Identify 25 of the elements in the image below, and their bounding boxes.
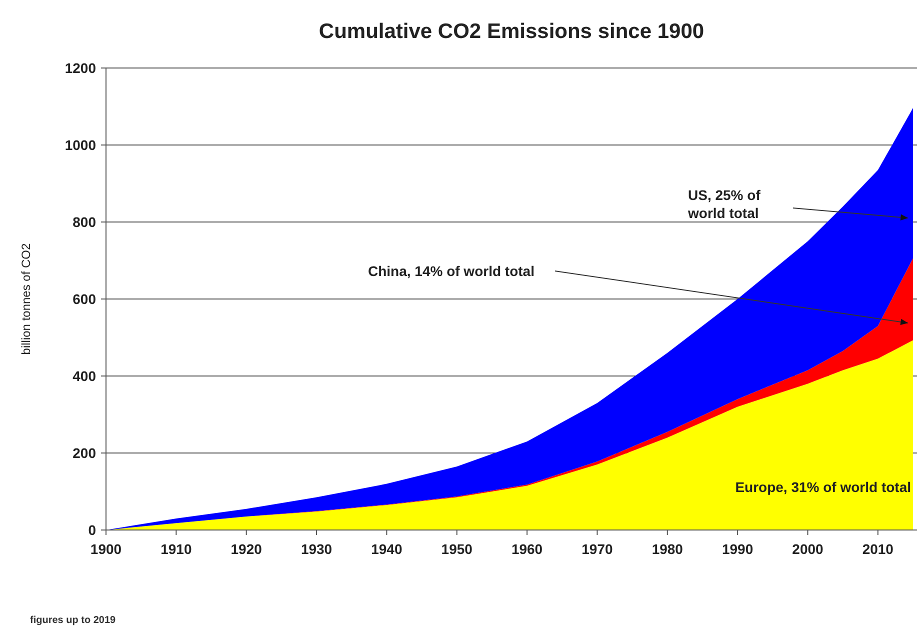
y-axis-title: billion tonnes of CO2: [19, 242, 33, 355]
chart-title: Cumulative CO2 Emissions since 1900: [318, 20, 704, 43]
x-tick-label: 2010: [862, 541, 894, 557]
y-tick-label: 600: [72, 290, 96, 307]
y-tick-label: 800: [72, 214, 96, 230]
x-tick-label: 1990: [722, 541, 754, 557]
text: figures up to 2019: [30, 615, 116, 626]
x-tick-label: 1960: [511, 541, 543, 557]
x-tick-label: 2000: [792, 541, 824, 557]
x-tick-label: 1930: [300, 541, 332, 557]
annotation: Europe, 31% of world total: [735, 479, 911, 495]
x-tick-label: 1920: [230, 541, 262, 557]
y-tick-label: 1000: [64, 136, 96, 153]
annotation: China, 14% of world total: [368, 263, 534, 279]
x-tick-label: 1980: [652, 541, 684, 557]
y-tick-label: 200: [72, 444, 96, 461]
x-tick-label: 1950: [441, 541, 473, 557]
x-tick-label: 1900: [90, 541, 122, 557]
y-tick-label: 1200: [64, 60, 96, 76]
x-tick-label: 1940: [371, 541, 402, 557]
x-tick-label: 1970: [582, 541, 613, 557]
y-tick-label: 0: [88, 522, 96, 538]
annotation: US, 25% of world total: [687, 187, 761, 221]
y-tick-label: 400: [72, 368, 96, 384]
x-tick-label: 1910: [160, 541, 192, 557]
